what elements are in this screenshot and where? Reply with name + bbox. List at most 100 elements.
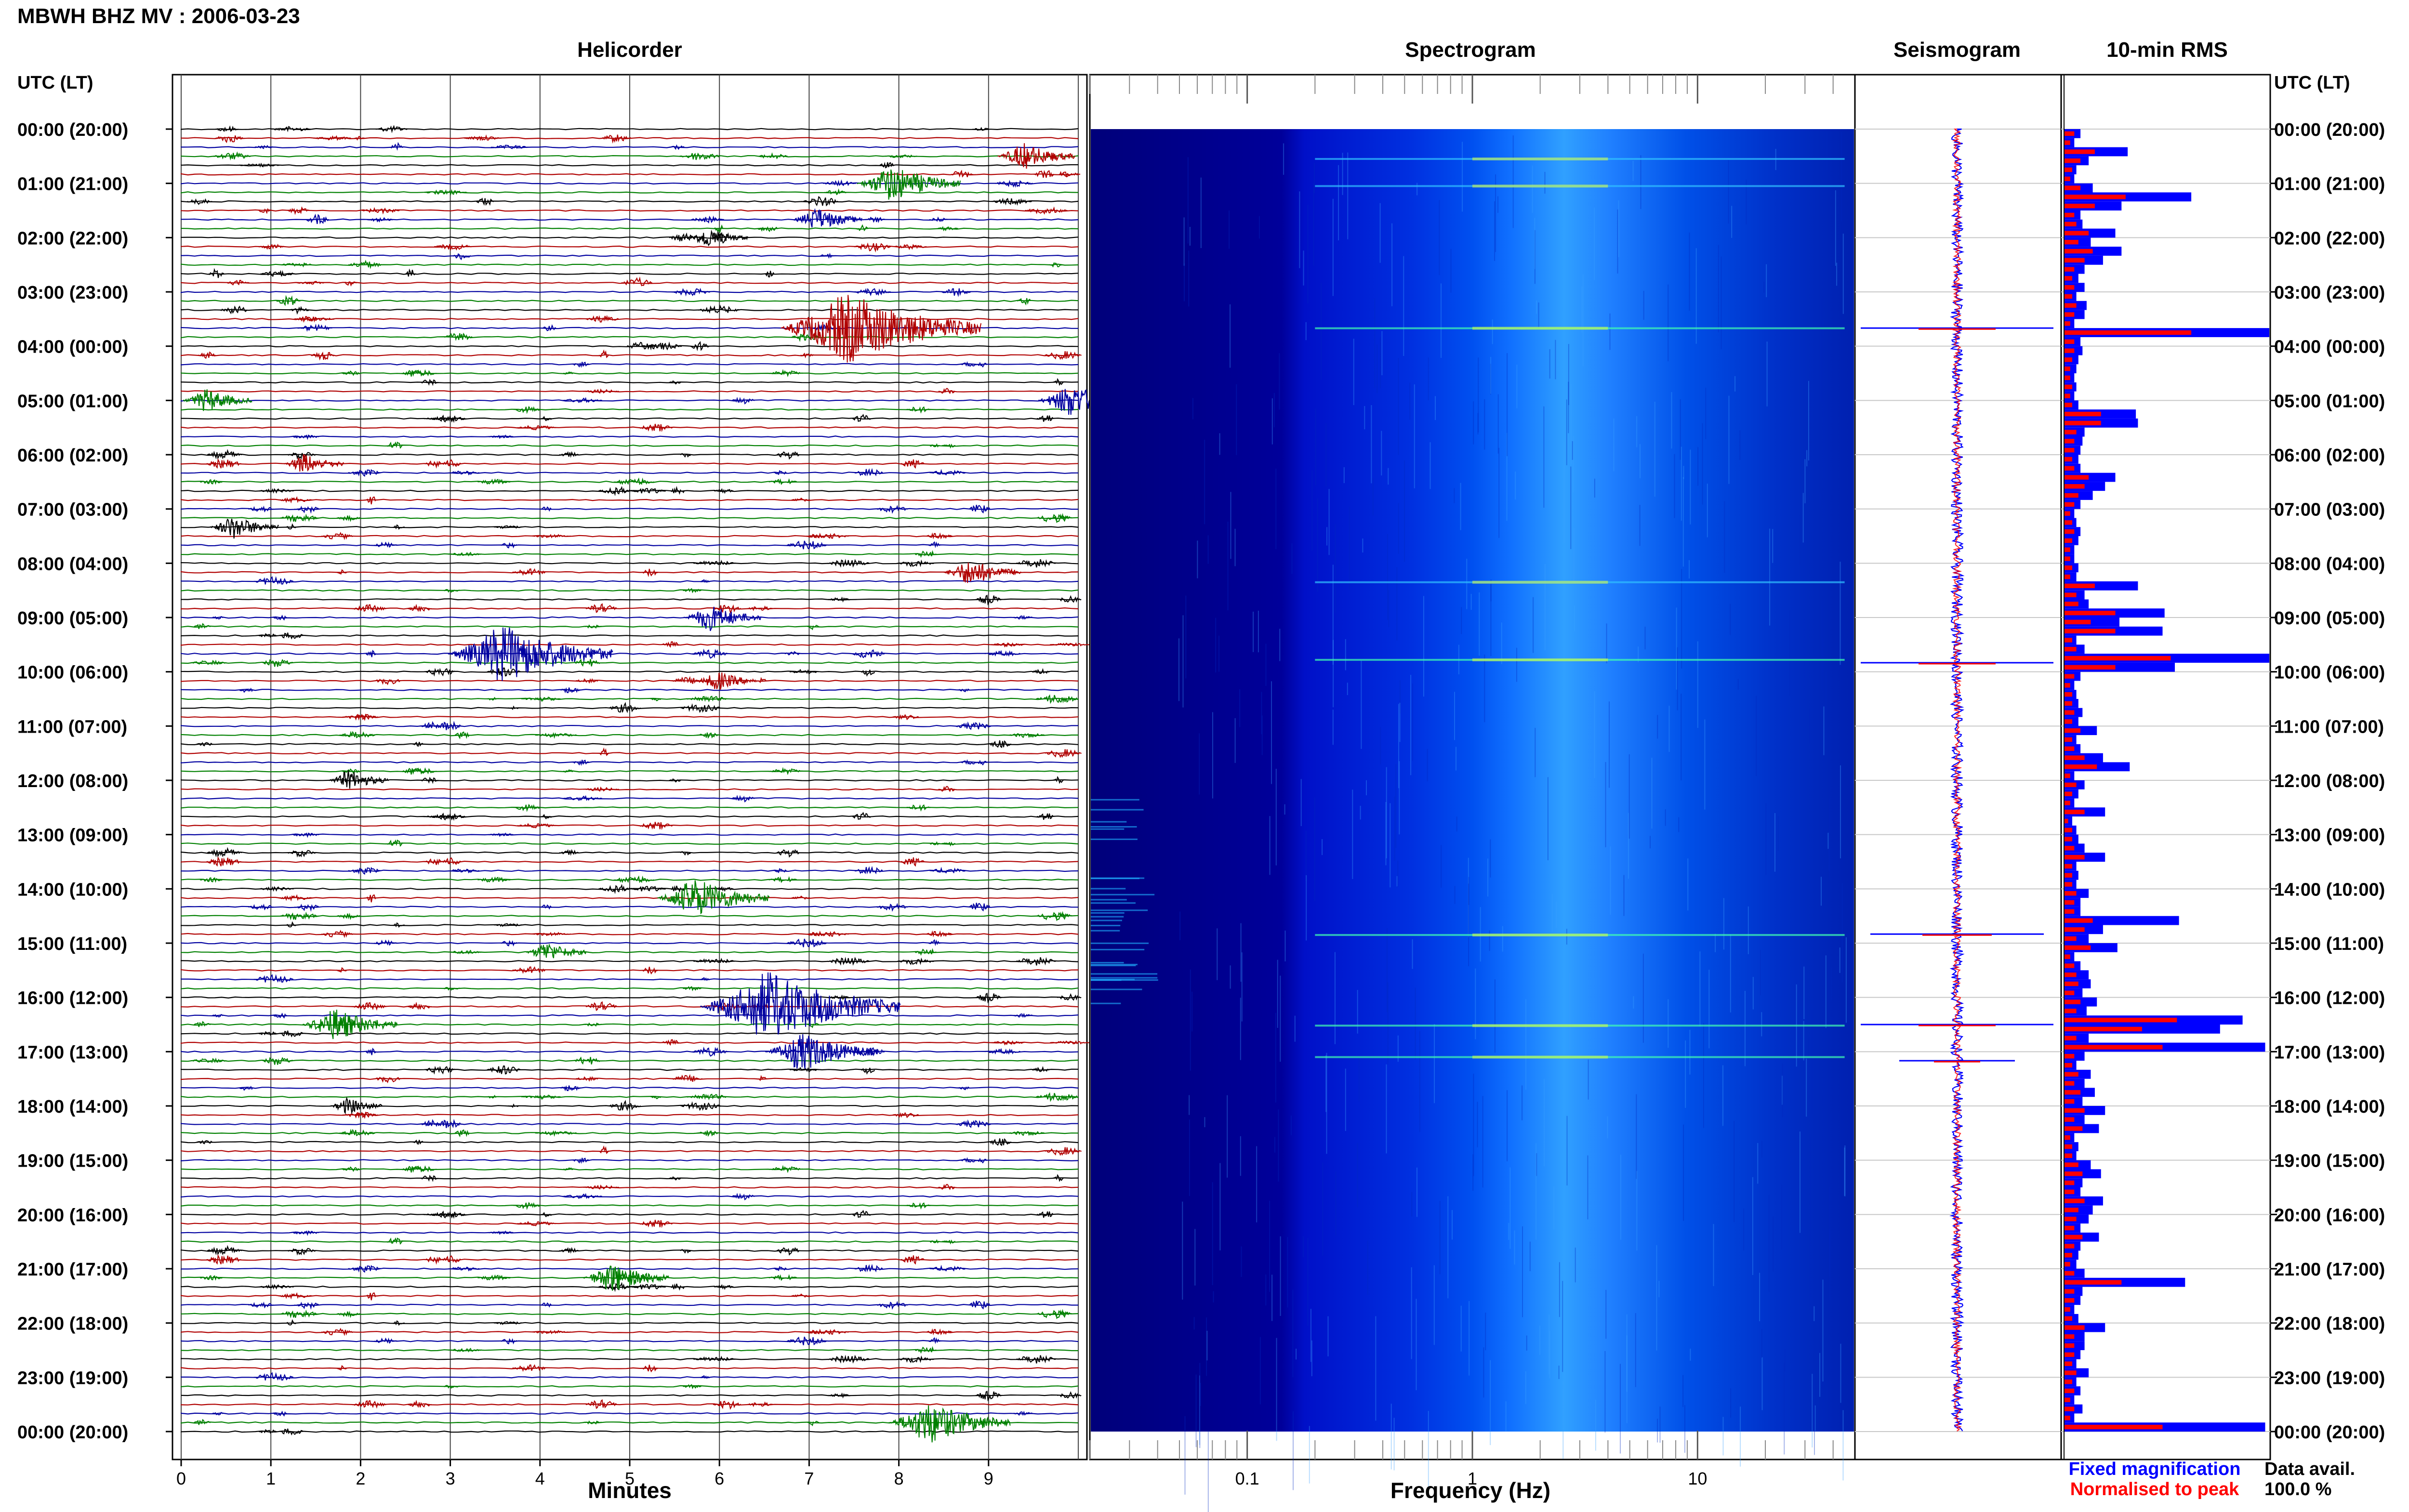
helicorder-blip <box>777 849 800 858</box>
helicorder-blip <box>351 1002 387 1011</box>
helicorder-event <box>696 672 757 690</box>
spectrogram-texture <box>1314 163 1315 194</box>
time-label: 01:00 (21:00) <box>2274 174 2385 195</box>
helicorder-blip <box>865 216 886 224</box>
helicorder-trace <box>180 1005 1079 1008</box>
helicorder-blip <box>915 1346 937 1354</box>
spectrogram-texture <box>1610 846 1611 915</box>
rms-bar-normalised <box>2064 936 2077 941</box>
spectrogram-texture <box>1332 565 1334 665</box>
spectrogram-texture <box>1636 416 1638 447</box>
rms-bar-normalised <box>2064 801 2070 805</box>
rms-bar-normalised <box>2064 674 2075 679</box>
page-title: MBWH BHZ MV : 2006-03-23 <box>17 4 300 28</box>
helicorder-trace <box>180 472 1079 474</box>
time-label: 10:00 (06:00) <box>2274 663 2385 683</box>
spectrogram-event-core <box>1472 1055 1608 1059</box>
spectrogram-texture <box>1677 647 1678 710</box>
spectrogram-texture <box>1311 470 1313 551</box>
helicorder-event <box>888 1405 1011 1443</box>
time-label: 00:00 (20:00) <box>2274 1422 2385 1443</box>
rms-bar-normalised <box>2064 583 2095 588</box>
helicorder-blip <box>259 488 294 494</box>
spectrogram-texture <box>1822 601 1823 690</box>
spectrogram-texture <box>1782 1076 1783 1105</box>
helicorder-blip <box>828 994 851 1001</box>
rms-bar-normalised <box>2064 1416 2070 1420</box>
helicorder-blip <box>789 669 819 674</box>
helicorder-blip <box>342 370 360 376</box>
rms-bar-normalised <box>2064 158 2081 163</box>
rms-bar-normalised <box>2064 701 2072 706</box>
helicorder-blip <box>1050 1040 1090 1045</box>
time-label: 04:00 (00:00) <box>2274 337 2385 357</box>
helicorder-trace <box>180 915 1079 918</box>
helicorder-trace <box>180 417 1079 420</box>
helicorder-blip <box>621 276 653 287</box>
spectrogram-texture <box>1705 387 1707 439</box>
helicorder-blip <box>700 579 710 583</box>
helicorder-blip <box>1052 776 1064 784</box>
helicorder-blip <box>412 1139 424 1145</box>
spectrogram-texture <box>1841 132 1842 222</box>
spectrogram-texture <box>1819 493 1820 508</box>
helicorder-trace <box>180 788 1079 791</box>
time-label: 01:00 (21:00) <box>17 174 128 195</box>
spectrogram-texture <box>1360 805 1361 820</box>
rms-bar-normalised <box>2064 891 2077 896</box>
helicorder-trace <box>180 1322 1079 1324</box>
helicorder-blip <box>313 135 351 141</box>
spectrogram-texture <box>1345 639 1346 671</box>
spectrogram-texture <box>1489 930 1490 951</box>
spectrogram-texture <box>1435 396 1436 420</box>
spectrogram-texture <box>1399 761 1400 835</box>
spectrogram-texture <box>1302 1236 1304 1257</box>
spectrogram-texture <box>1335 524 1336 613</box>
helicorder-trace <box>180 508 1078 511</box>
helicorder-blip <box>683 588 702 593</box>
helicorder-trace <box>180 309 1079 311</box>
rms-bar-normalised <box>2064 1343 2075 1348</box>
helicorder-blip <box>562 1193 602 1199</box>
helicorder-blip <box>521 1094 561 1100</box>
helicorder-trace <box>180 661 1079 664</box>
helicorder-blip <box>642 966 659 975</box>
helicorder-blip <box>960 759 979 765</box>
helicorder-blip <box>487 697 497 701</box>
spectrogram-texture <box>1781 1184 1782 1249</box>
rms-bar-normalised <box>2064 394 2070 398</box>
spectrogram-texture <box>1782 1063 1783 1118</box>
helicorder-blip <box>434 244 472 251</box>
helicorder-blip <box>559 849 579 856</box>
helicorder-blip <box>390 142 403 151</box>
spectrogram-texture <box>1275 1012 1276 1103</box>
helicorder-trace <box>180 173 1079 176</box>
seismogram-trace <box>1952 129 1962 1432</box>
rms-bar-normalised <box>2064 1208 2078 1212</box>
helicorder-blip <box>442 459 462 467</box>
spectrogram-texture <box>1803 966 1805 1019</box>
helicorder-blip <box>1008 1131 1045 1136</box>
spectrogram-texture <box>1549 1330 1550 1379</box>
helicorder-blip <box>1037 1211 1055 1218</box>
spectrogram-texture <box>1659 1407 1661 1443</box>
helicorder-blip <box>686 1093 728 1101</box>
spectrogram-texture <box>1823 706 1825 755</box>
helicorder-blip <box>287 206 310 215</box>
rms-bar-normalised <box>2064 602 2078 606</box>
time-label: 08:00 (04:00) <box>17 554 128 574</box>
helicorder-blip <box>272 1012 288 1019</box>
spectrogram-texture <box>1683 1124 1684 1221</box>
time-labels-left: 00:00 (20:00) 01:00 (21:00) 02:00 (22:00) 0… <box>17 120 128 1443</box>
helicorder-trace <box>180 290 1078 293</box>
spectrogram-texture <box>1722 1065 1723 1126</box>
helicorder-blip <box>207 847 242 858</box>
rms-panel <box>2060 74 2277 1460</box>
helicorder-blip <box>562 795 602 801</box>
helicorder-blip <box>670 1283 686 1291</box>
rms-bar-normalised <box>2064 1380 2072 1384</box>
helicorder-trace <box>180 1249 1079 1252</box>
helicorder-blip <box>773 1266 787 1271</box>
helicorder-blip <box>488 1230 514 1235</box>
spectrogram-texture <box>1188 250 1190 307</box>
